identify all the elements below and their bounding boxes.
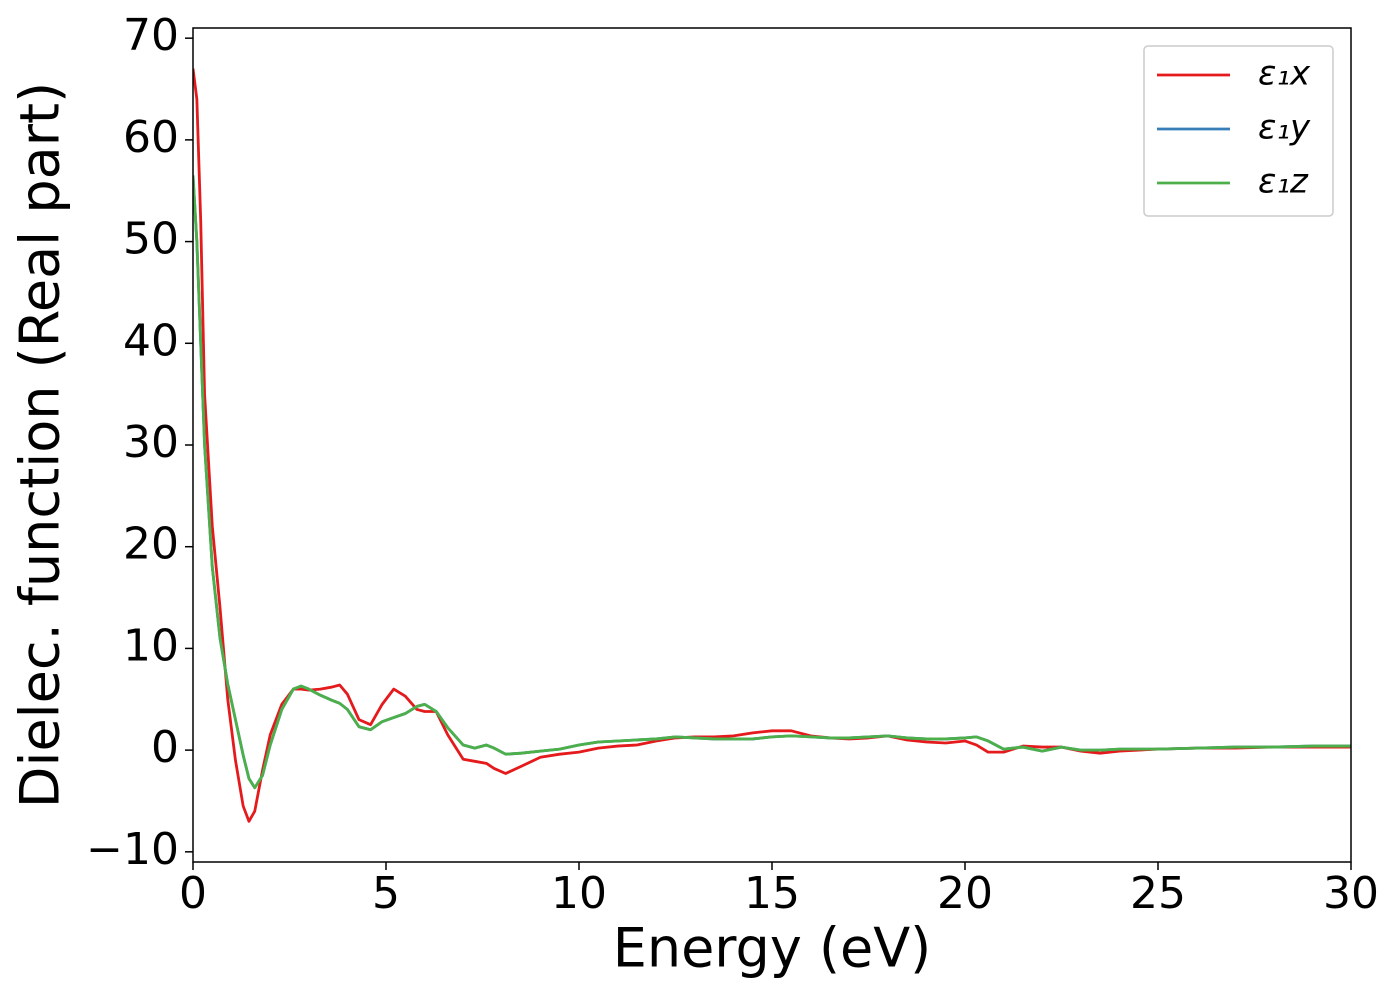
series-line xyxy=(193,68,1351,823)
y-tick-label: 50 xyxy=(123,214,179,265)
x-tick-label: 0 xyxy=(179,868,207,919)
plot-frame xyxy=(192,27,1352,863)
y-tick-label: 30 xyxy=(123,417,179,468)
legend-label: ε₁x xyxy=(1258,54,1311,94)
series-line xyxy=(193,175,1351,790)
x-tick-label: 10 xyxy=(551,868,607,919)
y-tick-label: 0 xyxy=(151,722,179,773)
y-tick-label: 40 xyxy=(123,315,179,366)
x-tick-label: 30 xyxy=(1323,868,1379,919)
y-tick-label: 20 xyxy=(123,519,179,570)
y-axis-label: Dielec. function (Real part) xyxy=(9,82,72,808)
legend-label: ε₁y xyxy=(1258,108,1311,148)
legend-label: ε₁z xyxy=(1258,162,1309,202)
y-tick-label: 70 xyxy=(123,10,179,61)
x-tick-label: 20 xyxy=(937,868,993,919)
y-tick-label: 60 xyxy=(123,112,179,163)
x-tick-label: 15 xyxy=(744,868,800,919)
y-tick-label: 10 xyxy=(123,620,179,671)
series-line xyxy=(193,175,1351,790)
y-tick-label: −10 xyxy=(86,824,179,875)
x-axis-label: Energy (eV) xyxy=(613,917,932,980)
legend-box xyxy=(1143,45,1334,217)
x-tick-label: 5 xyxy=(372,868,400,919)
x-tick-label: 25 xyxy=(1130,868,1186,919)
